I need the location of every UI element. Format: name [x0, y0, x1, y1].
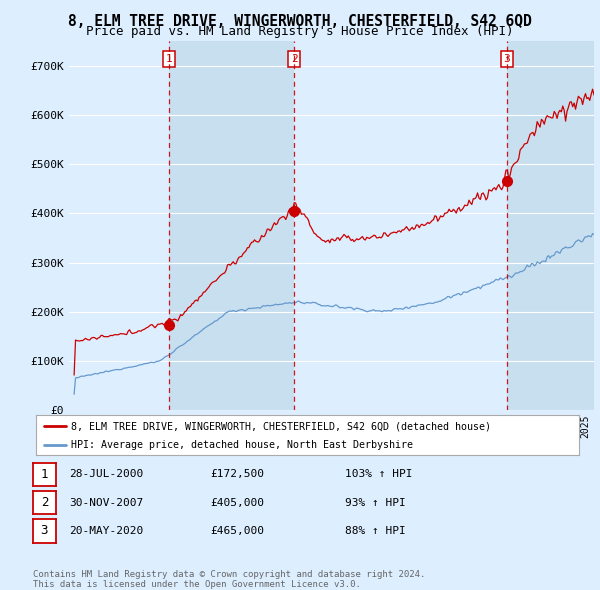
Text: £405,000: £405,000 — [210, 498, 264, 507]
Text: £465,000: £465,000 — [210, 526, 264, 536]
Text: 3: 3 — [41, 525, 48, 537]
Text: 1: 1 — [166, 54, 172, 64]
Text: 1: 1 — [41, 468, 48, 481]
Bar — [169, 41, 295, 410]
Text: HPI: Average price, detached house, North East Derbyshire: HPI: Average price, detached house, Nort… — [71, 440, 413, 450]
Text: 2: 2 — [41, 496, 48, 509]
Text: Contains HM Land Registry data © Crown copyright and database right 2024.
This d: Contains HM Land Registry data © Crown c… — [33, 570, 425, 589]
Text: 30-NOV-2007: 30-NOV-2007 — [69, 498, 143, 507]
Text: £172,500: £172,500 — [210, 470, 264, 479]
Text: 8, ELM TREE DRIVE, WINGERWORTH, CHESTERFIELD, S42 6QD: 8, ELM TREE DRIVE, WINGERWORTH, CHESTERF… — [68, 14, 532, 28]
Text: 103% ↑ HPI: 103% ↑ HPI — [345, 470, 413, 479]
Text: 20-MAY-2020: 20-MAY-2020 — [69, 526, 143, 536]
Text: 88% ↑ HPI: 88% ↑ HPI — [345, 526, 406, 536]
Text: 28-JUL-2000: 28-JUL-2000 — [69, 470, 143, 479]
Bar — [507, 41, 594, 410]
Text: Price paid vs. HM Land Registry's House Price Index (HPI): Price paid vs. HM Land Registry's House … — [86, 25, 514, 38]
Text: 2: 2 — [291, 54, 298, 64]
Text: 3: 3 — [503, 54, 510, 64]
Text: 93% ↑ HPI: 93% ↑ HPI — [345, 498, 406, 507]
Text: 8, ELM TREE DRIVE, WINGERWORTH, CHESTERFIELD, S42 6QD (detached house): 8, ELM TREE DRIVE, WINGERWORTH, CHESTERF… — [71, 421, 491, 431]
